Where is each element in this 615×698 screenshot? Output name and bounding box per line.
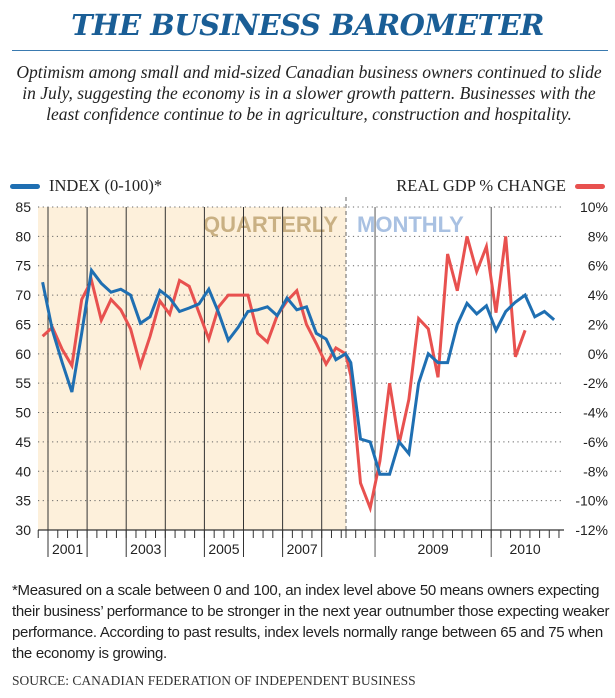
x-tick-label: 2009 [418, 541, 449, 557]
legend-gdp: REAL GDP % CHANGE [396, 176, 605, 196]
left-axis-tick-label: 60 [15, 346, 31, 362]
left-axis-tick-label: 35 [15, 493, 31, 509]
right-axis-tick-label: -6% [583, 434, 608, 450]
line-chart: QUARTERLY MONTHLY 85 10% 80 8% 75 6% 70 4% 65 2% 60 0… [15, 197, 608, 557]
index-series-line [41, 266, 556, 476]
right-axis-tick-label: 8% [588, 228, 608, 244]
chart-title: THE BUSINESS BAROMETER [71, 8, 544, 42]
source-note: SOURCE: CANADIAN FEDERATION OF INDEPENDE… [12, 673, 416, 688]
right-axis-tick-label: 4% [588, 287, 608, 303]
left-axis-tick-label: 55 [15, 375, 31, 391]
legend-gdp-label: REAL GDP % CHANGE [396, 176, 566, 195]
chart-subtitle: Optimism among small and mid-sized Canad… [16, 62, 602, 124]
right-axis-tick-label: -4% [583, 405, 608, 421]
quarterly-label: QUARTERLY [203, 212, 338, 237]
right-axis-tick-label: 6% [588, 258, 608, 274]
left-axis-tick-label: 45 [15, 434, 31, 450]
legend-index-swatch [10, 183, 40, 189]
x-tick-label: 2003 [130, 541, 161, 557]
left-axis-tick-label: 50 [15, 405, 31, 421]
legend-index-label: INDEX (0-100)* [49, 176, 163, 195]
right-axis-tick-label: -8% [583, 463, 608, 479]
left-axis-tick-label: 40 [15, 463, 31, 479]
x-tick-label: 2001 [52, 541, 83, 557]
left-axis-tick-label: 70 [15, 287, 31, 303]
right-axis-tick-label: -12% [575, 522, 608, 538]
left-axis-tick-label: 80 [15, 228, 31, 244]
left-axis-tick-label: 85 [15, 199, 31, 215]
footnote: *Measured on a scale between 0 and 100, … [12, 582, 610, 662]
right-axis-tick-label: 0% [588, 346, 608, 362]
x-tick-label: 2005 [208, 541, 239, 557]
right-axis-tick-label: -2% [583, 375, 608, 391]
left-axis-tick-label: 75 [15, 258, 31, 274]
x-tick-label: 2010 [510, 541, 541, 557]
x-tick-label: 2007 [287, 541, 318, 557]
right-axis-tick-label: 2% [588, 316, 608, 332]
left-axis-tick-label: 30 [15, 522, 31, 538]
monthly-label: MONTHLY [357, 212, 464, 237]
legend-index: INDEX (0-100)* [10, 176, 162, 196]
right-axis-tick-label: 10% [580, 199, 608, 215]
title-divider [12, 50, 608, 51]
left-axis-tick-label: 65 [15, 316, 31, 332]
right-axis-tick-label: -10% [575, 493, 608, 509]
legend-gdp-swatch [575, 183, 605, 189]
quarterly-background [38, 207, 346, 530]
